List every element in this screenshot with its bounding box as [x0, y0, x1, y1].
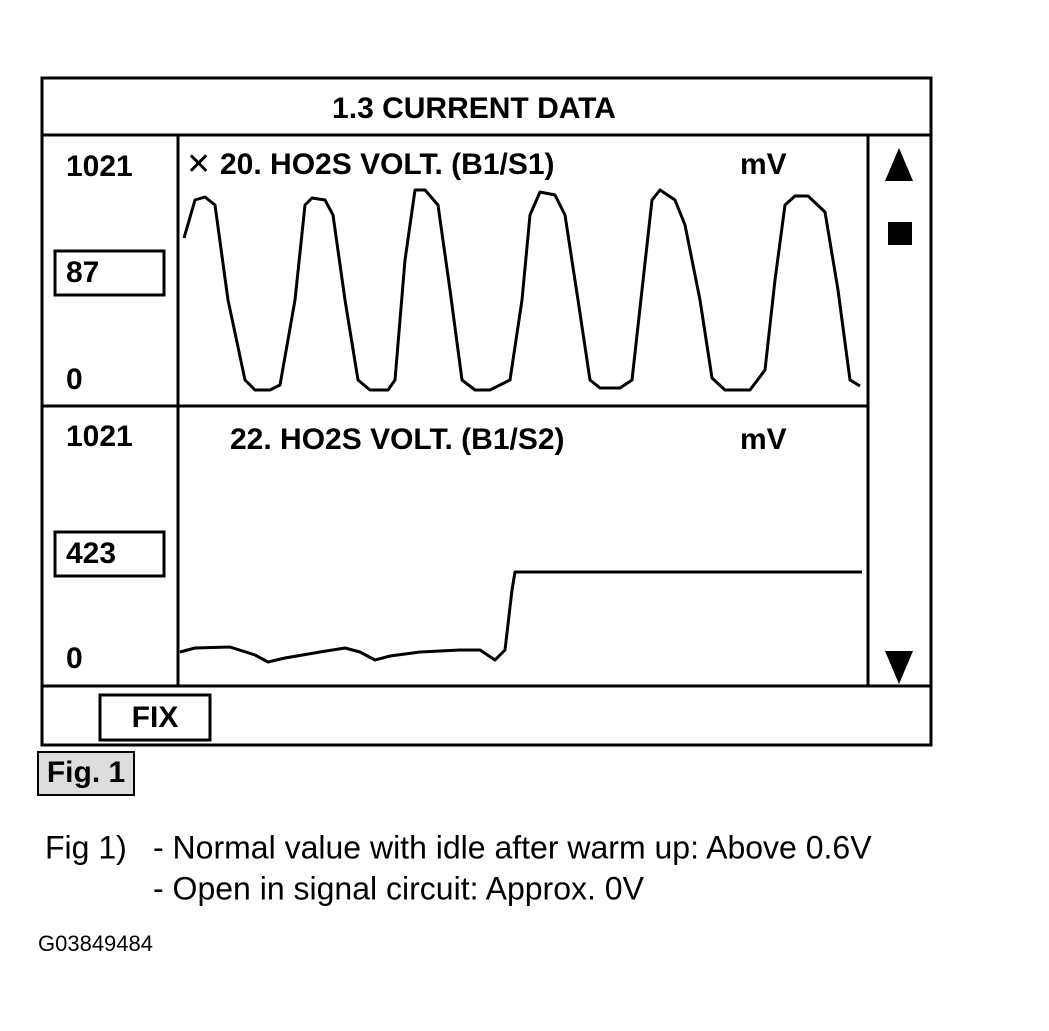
panel-label: 22. HO2S VOLT. (B1/S2) [230, 423, 565, 456]
waveform [179, 570, 862, 664]
figure-id: G03849484 [38, 931, 153, 956]
panel-unit: mV [740, 148, 787, 181]
panel-current: 87 [66, 256, 99, 289]
button-label: FIX [132, 701, 179, 734]
panel-current: 423 [66, 537, 116, 570]
frame [40, 76, 933, 747]
panel-marker: ✕ [186, 148, 211, 181]
panel-label: 20. HO2S VOLT. (B1/S1) [220, 148, 555, 181]
scroll-thumb[interactable] [888, 222, 912, 245]
scroll-down[interactable] [885, 651, 913, 684]
panel-min: 0 [66, 642, 83, 675]
screen-title: 1.3 CURRENT DATA [332, 92, 616, 125]
panel-max: 1021 [66, 150, 133, 183]
caption-line: - Normal value with idle after warm up: … [153, 829, 872, 865]
panel-max: 1021 [66, 420, 133, 453]
scroll-up[interactable] [885, 148, 913, 181]
fix-button[interactable] [98, 693, 212, 742]
waveform [182, 188, 861, 392]
panel-unit: mV [740, 423, 787, 456]
figure-label-box [37, 751, 135, 796]
caption-line: - Open in signal circuit: Approx. 0V [153, 870, 645, 906]
figure-label: Fig. 1 [47, 756, 125, 789]
caption-prefix: Fig 1) [45, 829, 127, 865]
panel-min: 0 [66, 363, 83, 396]
